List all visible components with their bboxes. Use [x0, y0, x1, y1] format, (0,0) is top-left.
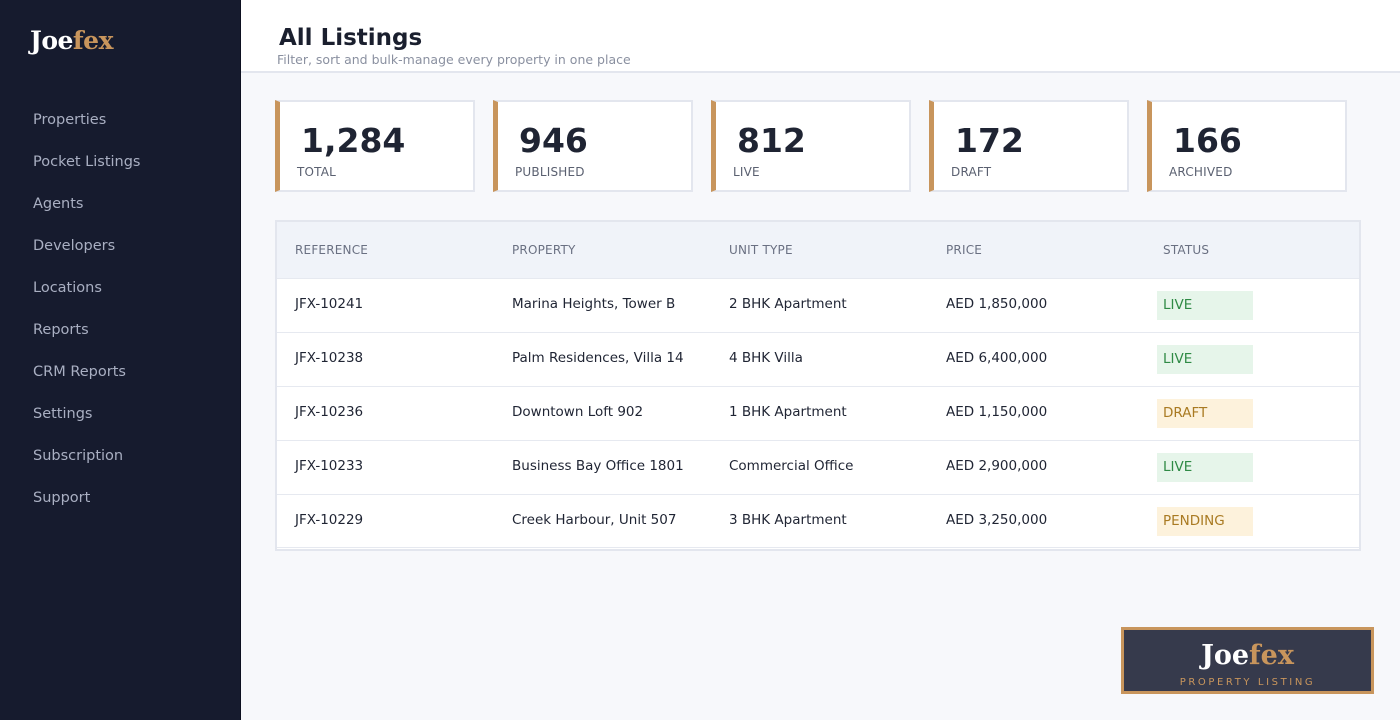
logo-part-2: fex	[72, 26, 114, 55]
page-title: All Listings	[279, 25, 423, 51]
page-header: All Listings Filter, sort and bulk-manag…	[241, 0, 1400, 73]
status-badge: LIVE	[1157, 291, 1253, 320]
table-row[interactable]: JFX-10238 Palm Residences, Villa 14 4 BH…	[277, 332, 1359, 386]
cell-price: AED 1,850,000	[946, 296, 1048, 312]
sidebar-item-settings[interactable]: Settings	[33, 406, 93, 422]
status-badge: LIVE	[1157, 453, 1253, 482]
status-badge: PENDING	[1157, 507, 1253, 536]
column-header-property[interactable]: PROPERTY	[512, 243, 576, 257]
brand-card-tagline: PROPERTY LISTING	[1179, 677, 1316, 688]
table-row[interactable]: JFX-10236 Downtown Loft 902 1 BHK Apartm…	[277, 386, 1359, 440]
cell-property: Downtown Loft 902	[512, 404, 644, 420]
column-header-status[interactable]: STATUS	[1163, 243, 1210, 257]
cell-price: AED 3,250,000	[946, 512, 1048, 528]
listings-table: REFERENCE PROPERTY UNIT TYPE PRICE STATU…	[275, 220, 1361, 551]
cell-property: Creek Harbour, Unit 507	[512, 512, 677, 528]
sidebar-item-agents[interactable]: Agents	[33, 196, 84, 212]
column-header-price[interactable]: PRICE	[946, 243, 983, 257]
stat-card-total: 1,284 TOTAL	[275, 100, 475, 192]
sidebar-nav: Properties Pocket Listings Agents Develo…	[0, 99, 240, 519]
table-row[interactable]: JFX-10241 Marina Heights, Tower B 2 BHK …	[277, 278, 1359, 332]
cell-reference: JFX-10238	[295, 350, 364, 366]
brand-card-part-2: fex	[1249, 640, 1294, 671]
cell-unit-type: 4 BHK Villa	[729, 350, 803, 366]
logo-part-1: Joe	[30, 26, 73, 55]
table-header: REFERENCE PROPERTY UNIT TYPE PRICE STATU…	[277, 222, 1359, 278]
column-header-unit-type[interactable]: UNIT TYPE	[729, 243, 793, 257]
cell-unit-type: 2 BHK Apartment	[729, 296, 847, 312]
stat-label: TOTAL	[297, 165, 337, 179]
cell-unit-type: Commercial Office	[729, 458, 854, 474]
stat-card-live: 812 LIVE	[711, 100, 911, 192]
stat-label: DRAFT	[951, 165, 992, 179]
stat-value: 946	[519, 121, 588, 160]
cell-unit-type: 1 BHK Apartment	[729, 404, 847, 420]
status-badge: DRAFT	[1157, 399, 1253, 428]
stat-label: LIVE	[733, 165, 760, 179]
sidebar-item-properties[interactable]: Properties	[33, 112, 107, 128]
cell-property: Palm Residences, Villa 14	[512, 350, 684, 366]
stat-label: ARCHIVED	[1169, 165, 1233, 179]
brand-card-part-1: Joe	[1201, 640, 1250, 671]
stat-card-draft: 172 DRAFT	[929, 100, 1129, 192]
sidebar-item-developers[interactable]: Developers	[33, 238, 116, 254]
status-badge: LIVE	[1157, 345, 1253, 374]
page-subtitle: Filter, sort and bulk-manage every prope…	[277, 52, 631, 67]
app-logo[interactable]: Joefex	[30, 26, 114, 55]
cell-price: AED 6,400,000	[946, 350, 1048, 366]
cell-reference: JFX-10241	[295, 296, 364, 312]
sidebar-item-support[interactable]: Support	[33, 490, 91, 506]
stat-value: 172	[955, 121, 1024, 160]
table-row[interactable]: JFX-10233 Business Bay Office 1801 Comme…	[277, 440, 1359, 494]
table-row[interactable]: JFX-10229 Creek Harbour, Unit 507 3 BHK …	[277, 494, 1359, 548]
sidebar-item-subscription[interactable]: Subscription	[33, 448, 124, 464]
stat-card-archived: 166 ARCHIVED	[1147, 100, 1347, 192]
brand-card-logo: Joefex	[1124, 640, 1371, 671]
cell-unit-type: 3 BHK Apartment	[729, 512, 847, 528]
cell-property: Marina Heights, Tower B	[512, 296, 676, 312]
sidebar-item-pocket-listings[interactable]: Pocket Listings	[33, 154, 141, 170]
cell-reference: JFX-10236	[295, 404, 364, 420]
stat-value: 812	[737, 121, 806, 160]
sidebar: Joefex Properties Pocket Listings Agents…	[0, 0, 241, 720]
sidebar-item-locations[interactable]: Locations	[33, 280, 102, 296]
stat-value: 166	[1173, 121, 1242, 160]
cell-price: AED 1,150,000	[946, 404, 1048, 420]
stat-label: PUBLISHED	[515, 165, 585, 179]
brand-card: Joefex PROPERTY LISTING	[1121, 627, 1374, 694]
column-header-reference[interactable]: REFERENCE	[295, 243, 369, 257]
sidebar-item-reports[interactable]: Reports	[33, 322, 89, 338]
cell-price: AED 2,900,000	[946, 458, 1048, 474]
stat-value: 1,284	[301, 121, 406, 160]
cell-property: Business Bay Office 1801	[512, 458, 684, 474]
cell-reference: JFX-10229	[295, 512, 364, 528]
sidebar-item-crm-reports[interactable]: CRM Reports	[33, 364, 126, 380]
cell-reference: JFX-10233	[295, 458, 364, 474]
stat-card-published: 946 PUBLISHED	[493, 100, 693, 192]
